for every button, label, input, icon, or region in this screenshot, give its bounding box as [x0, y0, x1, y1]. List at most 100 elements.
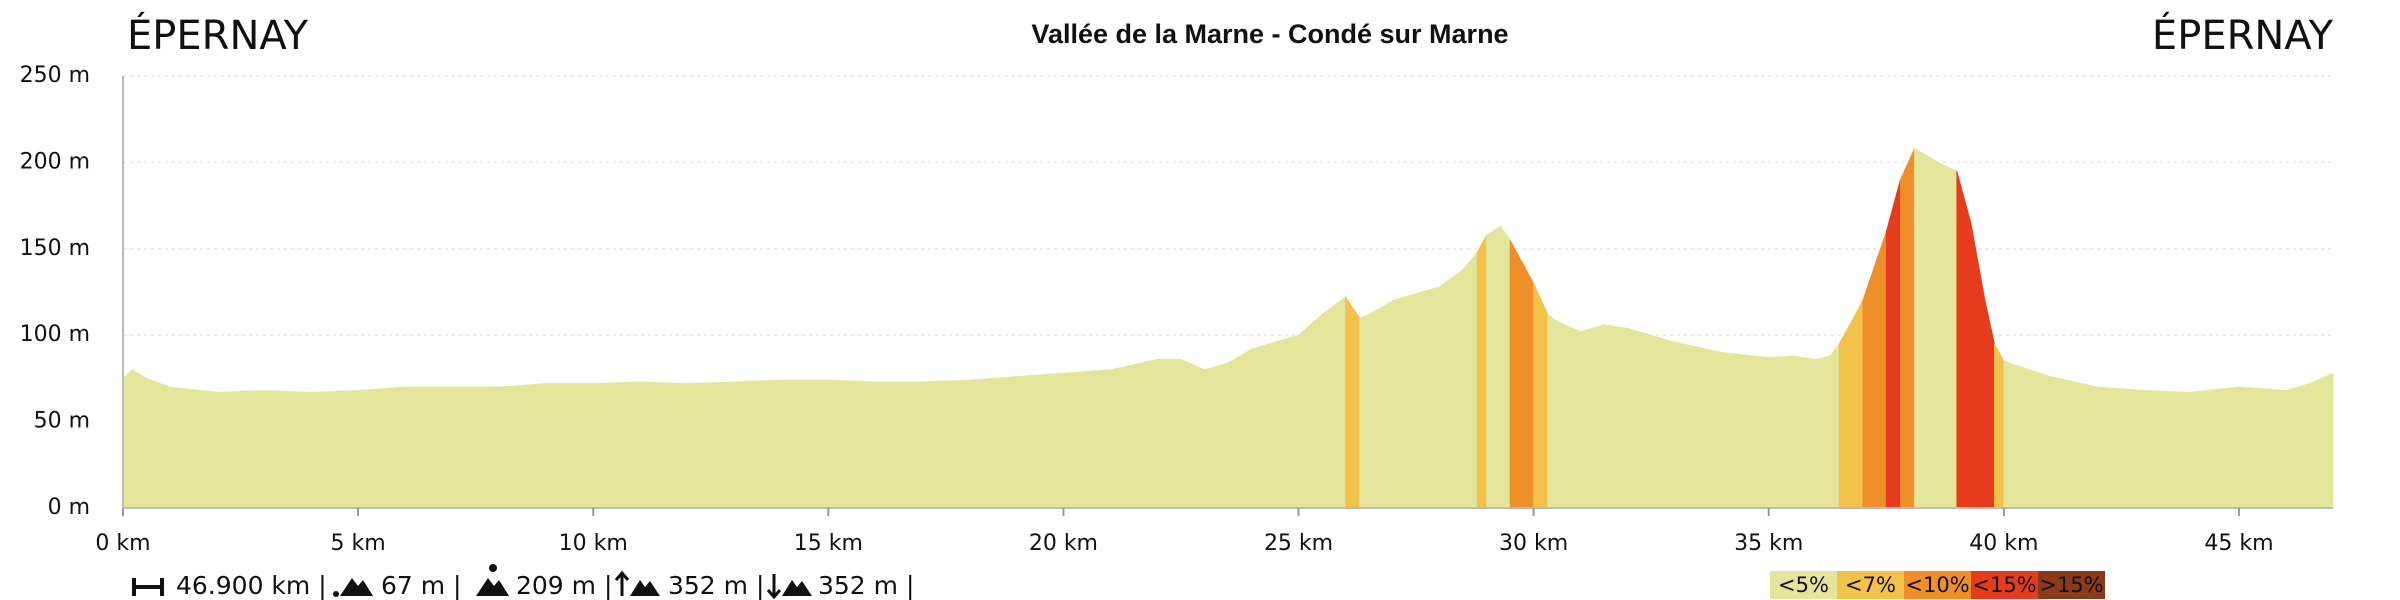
profile-segment: [1345, 295, 1361, 509]
profile-segment: [1251, 334, 1299, 509]
legend-swatch: [1770, 571, 1837, 599]
profile-segment: [1768, 355, 1793, 509]
profile-segment: [357, 386, 406, 509]
legend-label: >15%: [2039, 573, 2103, 597]
profile-segment: [146, 377, 171, 509]
profile-segment: [1862, 231, 1887, 509]
profile-segment: [1439, 268, 1464, 509]
profile-segment: [1580, 324, 1605, 509]
max-icon: [476, 578, 509, 596]
profile-segment: [2309, 372, 2334, 509]
profile-segment: [1509, 239, 1525, 509]
legend-label: <15%: [1972, 573, 2036, 597]
profile-segment: [921, 379, 970, 509]
profile-segment: [1970, 222, 1986, 509]
legend-swatch: [1971, 571, 2038, 599]
down-arrow: [766, 574, 782, 600]
down-icon: [782, 580, 812, 596]
profile-segment: [592, 381, 641, 509]
legend-swatch: [2038, 571, 2105, 599]
chart-title: Vallée de la Marne - Condé sur Marne: [1031, 19, 1508, 49]
profile-segment: [1368, 299, 1393, 509]
profile-segment: [1721, 352, 1770, 509]
profile-segment: [968, 376, 1017, 509]
profile-segment: [2050, 376, 2099, 509]
profile-segment: [451, 386, 500, 509]
profile-segment: [132, 369, 147, 509]
profile-segment: [1157, 358, 1182, 509]
profile-segment: [733, 379, 782, 509]
x-tick-label: 45 km: [2204, 531, 2273, 556]
profile-segment: [1829, 342, 1840, 509]
y-tick-label: 100 m: [20, 322, 90, 347]
stat: 46.900 km |: [176, 571, 327, 600]
profile-segment: [545, 383, 594, 509]
profile-segment: [1885, 179, 1901, 509]
profile-segment: [874, 381, 923, 509]
profile-segment: [216, 390, 265, 509]
profile-segment: [310, 390, 359, 509]
up-arrow: [614, 570, 630, 596]
profile-segment: [1791, 355, 1817, 509]
x-tick-label: 20 km: [1029, 531, 1098, 556]
profile-segment: [1937, 161, 1958, 509]
max-dot: [489, 564, 497, 572]
profile-segment: [1321, 296, 1346, 509]
x-tick-label: 35 km: [1734, 531, 1803, 556]
end-label: ÉPERNAY: [2152, 11, 2334, 59]
x-tick-label: 40 km: [1969, 531, 2038, 556]
x-tick-label: 25 km: [1264, 531, 1333, 556]
profile-segment: [1914, 147, 1925, 509]
y-tick-label: 0 m: [48, 495, 90, 520]
profile-segment: [1994, 343, 2005, 509]
profile-segment: [1063, 369, 1111, 509]
profile-segment: [2238, 386, 2287, 509]
profile-segment: [263, 390, 312, 509]
profile-segment: [1359, 313, 1370, 509]
legend-label: <10%: [1905, 573, 1969, 597]
start-label: ÉPERNAY: [127, 11, 309, 59]
profile-segment: [1815, 355, 1831, 509]
profile-segment: [1476, 234, 1488, 509]
x-tick-label: 0 km: [95, 531, 150, 556]
profile-segment: [1984, 300, 1995, 509]
profile-segment: [2097, 386, 2146, 509]
legend-label: <5%: [1778, 573, 1829, 597]
profile-segment: [1533, 283, 1549, 509]
distance-icon: [132, 578, 164, 596]
profile-segment: [1204, 362, 1229, 509]
y-tick-label: 200 m: [20, 149, 90, 174]
x-tick-label: 30 km: [1499, 531, 1568, 556]
x-tick-label: 5 km: [331, 531, 386, 556]
profile-segment: [1956, 170, 1972, 509]
y-tick-label: 250 m: [20, 63, 90, 88]
profile-segment: [498, 383, 547, 509]
profile-segment: [1298, 313, 1323, 509]
legend-swatch: [1904, 571, 1971, 599]
profile-segment: [1523, 265, 1535, 509]
profile-segment: [827, 379, 876, 509]
profile-segment: [1227, 348, 1252, 509]
profile-segment: [122, 368, 133, 509]
y-tick-label: 50 m: [34, 409, 90, 434]
profile-segment: [1500, 225, 1511, 509]
profile-segment: [1674, 341, 1723, 509]
profile-segment: [2003, 360, 2052, 509]
stat: 352 m |: [668, 571, 764, 600]
profile-segment: [2144, 390, 2193, 509]
legend-swatch: [1837, 571, 1904, 599]
x-tick-label: 15 km: [794, 531, 863, 556]
profile-segment: [1603, 324, 1629, 509]
profile-segment: [1556, 320, 1582, 509]
profile-segment: [2191, 386, 2240, 509]
up-icon: [630, 580, 660, 596]
profile-segment: [404, 386, 453, 509]
legend-label: <7%: [1845, 573, 1896, 597]
min-icon: [340, 578, 373, 596]
profile-segment: [780, 379, 829, 509]
profile-segment: [1180, 358, 1205, 509]
stat: 352 m |: [818, 571, 914, 600]
profile-segment: [1838, 300, 1864, 509]
stat-icons: [132, 564, 812, 600]
